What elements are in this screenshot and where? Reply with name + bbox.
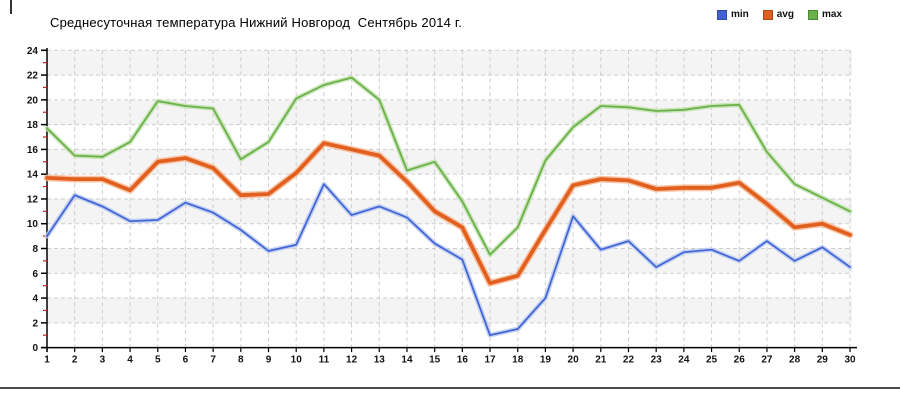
y-tick-label: 0	[32, 343, 38, 354]
x-tick-label: 23	[651, 355, 663, 366]
x-tick-label: 3	[100, 355, 106, 366]
x-axis-ticks: 1 2 3 4 5 6 7 8 9 10 11 12 13 14 15 16 17 18 19 20 21 22 23 24 2…	[44, 347, 856, 366]
y-tick-label: 12	[27, 194, 39, 205]
x-tick-label: 9	[266, 355, 272, 366]
x-tick-label: 26	[734, 355, 746, 366]
y-tick-label: 20	[27, 95, 39, 106]
y-tick-label: 2	[32, 318, 38, 329]
legend-label-max: max	[821, 9, 842, 20]
x-tick-label: 1	[44, 355, 50, 366]
x-tick-label: 11	[319, 355, 330, 366]
x-tick-label: 20	[568, 355, 580, 366]
y-tick-label: 14	[27, 170, 39, 181]
frame-fragment	[10, 0, 12, 14]
x-tick-label: 12	[346, 355, 358, 366]
x-tick-label: 7	[210, 355, 216, 366]
x-tick-label: 5	[155, 355, 161, 366]
y-tick-label: 16	[27, 145, 39, 156]
legend-label-avg: avg	[776, 9, 794, 20]
y-tick-label: 6	[32, 269, 38, 280]
legend-item-avg: avg	[762, 9, 794, 20]
y-tick-label: 4	[32, 294, 38, 305]
legend-item-max: max	[807, 9, 842, 20]
x-tick-label: 10	[291, 355, 303, 366]
x-tick-label: 30	[844, 355, 856, 366]
y-tick-label: 8	[32, 244, 38, 255]
avg-series-swatch-icon	[762, 9, 773, 20]
x-tick-label: 29	[817, 355, 829, 366]
x-tick-label: 28	[789, 355, 801, 366]
x-tick-label: 2	[72, 355, 78, 366]
x-tick-label: 13	[374, 355, 386, 366]
x-tick-label: 8	[238, 355, 244, 366]
y-tick-label: 24	[27, 46, 39, 57]
x-tick-label: 25	[706, 355, 718, 366]
x-tick-label: 19	[540, 355, 552, 366]
x-tick-label: 15	[429, 355, 441, 366]
x-tick-label: 18	[512, 355, 524, 366]
bottom-rule	[0, 387, 900, 389]
x-tick-label: 16	[457, 355, 469, 366]
x-tick-label: 14	[401, 355, 413, 366]
axes	[42, 48, 857, 352]
y-tick-label: 18	[27, 120, 39, 131]
x-tick-label: 21	[595, 355, 607, 366]
x-tick-label: 22	[623, 355, 635, 366]
x-tick-label: 27	[761, 355, 773, 366]
x-tick-label: 17	[484, 355, 496, 366]
legend-item-min: min	[716, 9, 749, 20]
min-series-swatch-icon	[716, 9, 727, 20]
x-tick-label: 4	[127, 355, 133, 366]
y-tick-label: 10	[27, 219, 39, 230]
legend-label-min: min	[730, 9, 749, 20]
series-min-line	[44, 181, 853, 338]
chart-legend: min avg max	[716, 9, 842, 20]
max-series-swatch-icon	[807, 9, 818, 20]
y-tick-label: 22	[27, 71, 39, 82]
series-max-line	[44, 75, 853, 258]
chart-title: Среднесуточная температура Нижний Новгор…	[50, 15, 463, 30]
x-tick-label: 24	[678, 355, 690, 366]
series-avg-line	[43, 139, 854, 287]
x-tick-label: 6	[183, 355, 189, 366]
